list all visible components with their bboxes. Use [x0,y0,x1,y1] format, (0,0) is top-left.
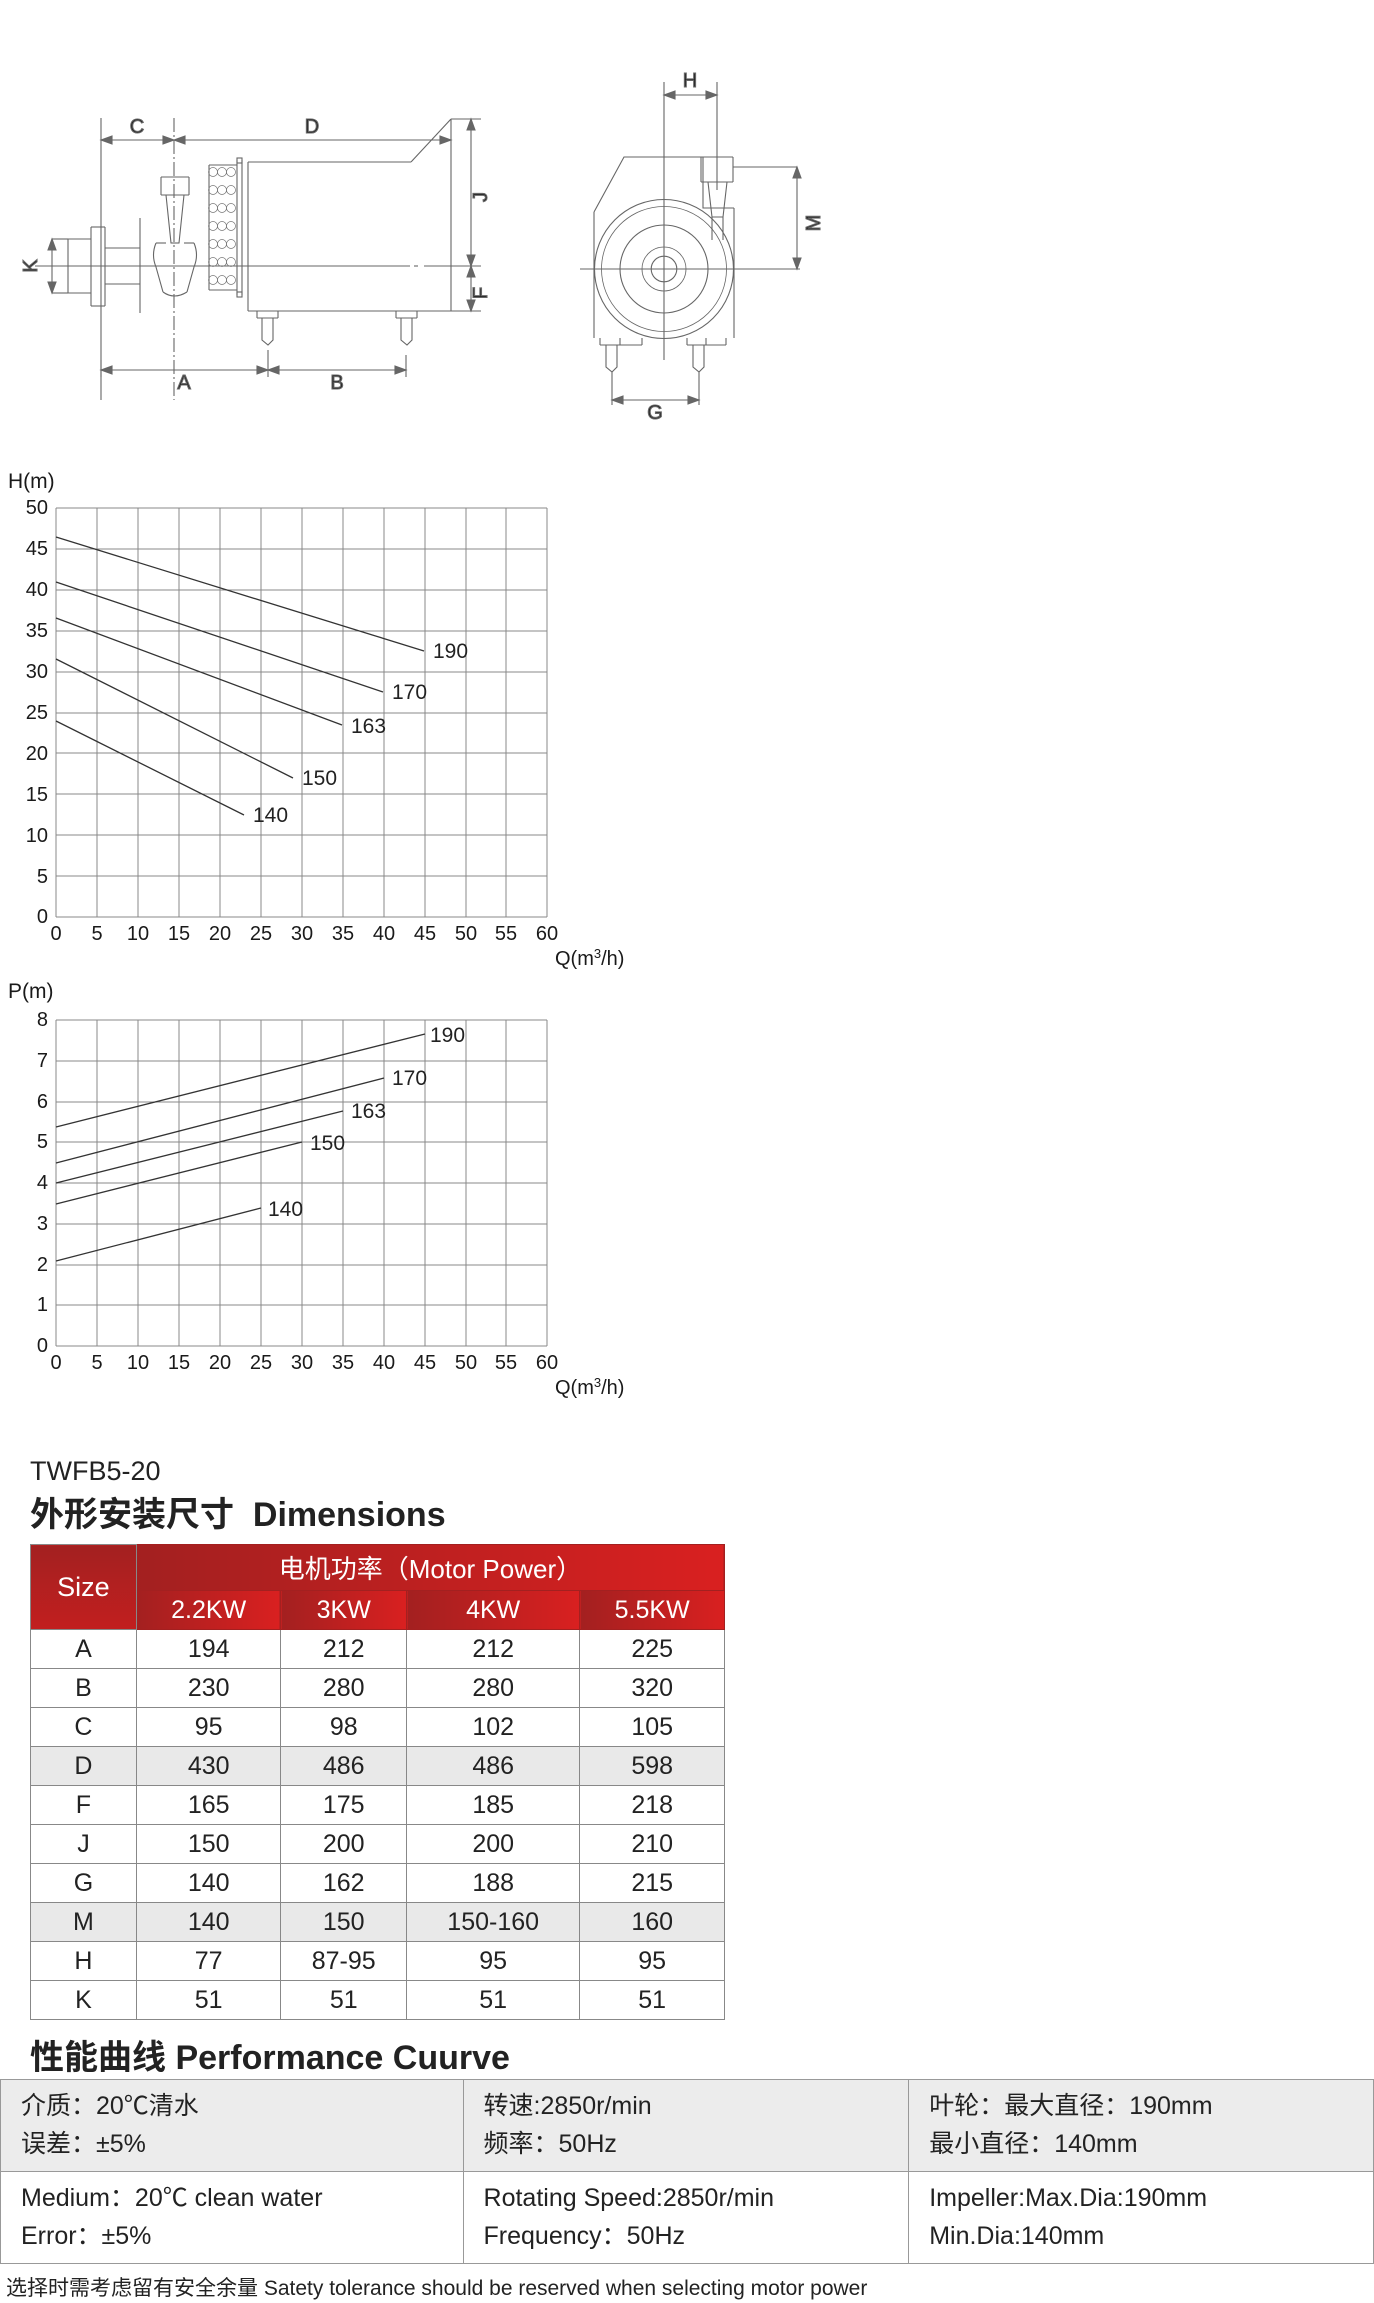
svg-text:Q(m3/h): Q(m3/h) [555,946,624,971]
svg-text:25: 25 [250,1352,272,1374]
svg-text:5: 5 [91,923,102,945]
svg-text:40: 40 [26,579,48,601]
svg-text:5: 5 [91,1352,102,1374]
svg-text:140: 140 [268,1198,303,1221]
svg-text:A: A [177,372,191,394]
svg-text:B: B [330,372,343,394]
svg-text:15: 15 [168,1352,190,1374]
svg-text:20: 20 [26,743,48,765]
svg-text:10: 10 [26,825,48,847]
svg-text:10: 10 [127,923,149,945]
svg-text:1: 1 [37,1294,48,1316]
svg-text:0: 0 [37,1335,48,1357]
svg-text:M: M [803,215,825,232]
svg-text:0: 0 [37,906,48,928]
svg-text:190: 190 [430,1024,465,1047]
svg-text:P(m): P(m) [8,980,54,1003]
svg-text:170: 170 [392,1067,427,1090]
svg-text:0: 0 [50,1352,61,1374]
svg-text:F: F [470,287,492,299]
svg-text:45: 45 [26,538,48,560]
svg-text:C: C [130,116,144,138]
svg-text:8: 8 [37,1009,48,1031]
svg-text:20: 20 [209,1352,231,1374]
svg-text:D: D [305,116,319,138]
svg-text:5: 5 [37,866,48,888]
svg-text:25: 25 [26,702,48,724]
svg-text:K: K [20,259,42,273]
svg-text:30: 30 [291,923,313,945]
svg-text:30: 30 [291,1352,313,1374]
svg-text:50: 50 [26,497,48,519]
svg-text:150: 150 [302,767,337,790]
svg-text:45: 45 [414,1352,436,1374]
svg-text:35: 35 [26,620,48,642]
svg-text:50: 50 [455,923,477,945]
svg-text:0: 0 [50,923,61,945]
svg-text:4: 4 [37,1172,48,1194]
svg-text:30: 30 [26,661,48,683]
svg-text:170: 170 [392,681,427,704]
svg-text:60: 60 [536,923,558,945]
svg-text:H: H [683,70,697,92]
svg-text:25: 25 [250,923,272,945]
svg-text:35: 35 [332,923,354,945]
svg-text:15: 15 [168,923,190,945]
svg-text:150: 150 [310,1132,345,1155]
svg-text:45: 45 [414,923,436,945]
svg-text:60: 60 [536,1352,558,1374]
svg-text:Q(m3/h): Q(m3/h) [555,1375,624,1400]
svg-text:15: 15 [26,784,48,806]
svg-text:J: J [470,192,492,202]
svg-text:20: 20 [209,923,231,945]
svg-text:5: 5 [37,1131,48,1153]
svg-text:35: 35 [332,1352,354,1374]
svg-text:2: 2 [37,1254,48,1276]
svg-text:7: 7 [37,1050,48,1072]
svg-text:163: 163 [351,715,386,738]
svg-text:40: 40 [373,923,395,945]
svg-text:H(m): H(m) [8,470,55,493]
svg-text:140: 140 [253,804,288,827]
svg-text:10: 10 [127,1352,149,1374]
svg-text:G: G [647,402,663,424]
svg-text:55: 55 [495,1352,517,1374]
svg-text:50: 50 [455,1352,477,1374]
svg-text:3: 3 [37,1213,48,1235]
svg-text:6: 6 [37,1091,48,1113]
svg-text:190: 190 [433,640,468,663]
svg-text:163: 163 [351,1100,386,1123]
svg-text:40: 40 [373,1352,395,1374]
svg-text:55: 55 [495,923,517,945]
